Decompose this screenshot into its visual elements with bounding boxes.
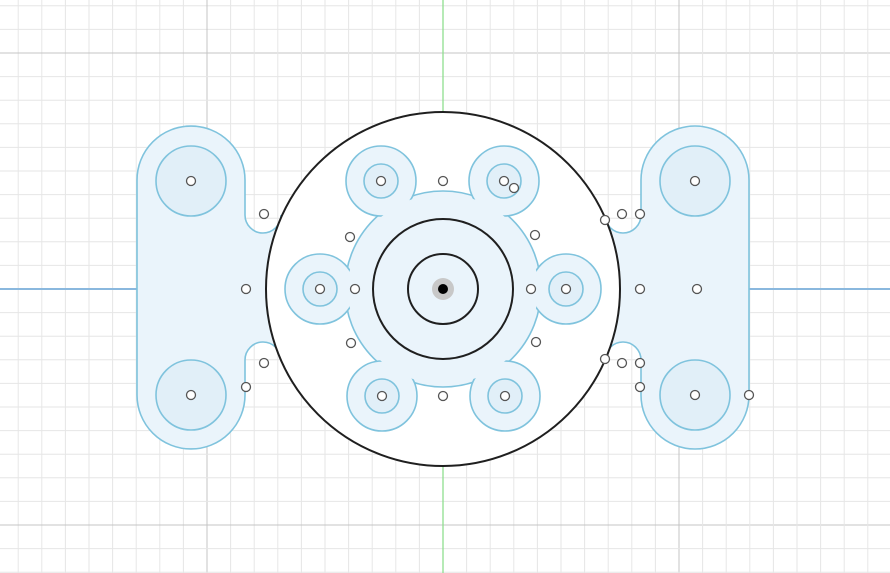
sketch-point[interactable] <box>634 283 646 295</box>
hub-circle-inner[interactable] <box>407 253 479 325</box>
sketch-point[interactable] <box>634 208 646 220</box>
sketch-point[interactable] <box>240 381 252 393</box>
sketch-point[interactable] <box>258 357 270 369</box>
sketch-point[interactable] <box>185 389 197 401</box>
sketch-point[interactable] <box>498 175 510 187</box>
sketch-point[interactable] <box>599 353 611 365</box>
sketch-point[interactable] <box>437 390 449 402</box>
origin-point[interactable] <box>438 284 448 294</box>
sketch-point[interactable] <box>616 208 628 220</box>
sketch-point[interactable] <box>616 357 628 369</box>
sketch-point[interactable] <box>529 229 541 241</box>
sketch-point[interactable] <box>437 175 449 187</box>
sketch-point[interactable] <box>525 283 537 295</box>
sketch-point[interactable] <box>344 231 356 243</box>
sketch-point[interactable] <box>376 390 388 402</box>
sketch-point[interactable] <box>689 175 701 187</box>
sketch-point[interactable] <box>530 336 542 348</box>
sketch-point[interactable] <box>349 283 361 295</box>
sketch-point[interactable] <box>691 283 703 295</box>
sketch-point[interactable] <box>314 283 326 295</box>
sketch-point[interactable] <box>743 389 755 401</box>
sketch-point[interactable] <box>345 337 357 349</box>
sketch-point[interactable] <box>240 283 252 295</box>
sketch-point[interactable] <box>599 214 611 226</box>
sketch-point[interactable] <box>375 175 387 187</box>
sketch-point[interactable] <box>185 175 197 187</box>
sketch-point[interactable] <box>258 208 270 220</box>
sketch-point[interactable] <box>634 357 646 369</box>
sketch-point[interactable] <box>499 390 511 402</box>
sketch-points[interactable] <box>185 175 755 402</box>
sketch-point[interactable] <box>634 381 646 393</box>
sketch-point[interactable] <box>508 182 520 194</box>
sketch-point[interactable] <box>689 389 701 401</box>
hub-circle-outer[interactable] <box>372 218 514 360</box>
sketch-point[interactable] <box>560 283 572 295</box>
